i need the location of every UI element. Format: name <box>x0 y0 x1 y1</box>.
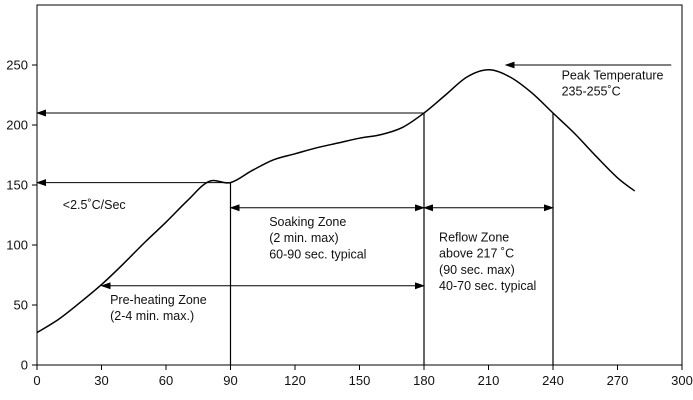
y-tick-label: 0 <box>21 358 28 373</box>
soak-label: Soaking Zone (2 min. max) 60-90 sec. typic… <box>269 215 366 261</box>
y-tick-label: 200 <box>6 118 28 133</box>
peak-label: Peak Temperature 235-255˚C <box>562 68 664 98</box>
reflow-label-line: (90 sec. max) <box>439 263 515 277</box>
zone-guide-lines <box>229 113 554 365</box>
x-tick-label: 300 <box>671 373 693 388</box>
x-tick-label: 180 <box>413 373 435 388</box>
reflow-label-line: Reflow Zone <box>439 230 509 244</box>
temperature-profile-line <box>36 69 636 334</box>
y-tick-label: 100 <box>6 238 28 253</box>
x-tick-label: 240 <box>542 373 564 388</box>
preheat-label-line: Pre-heating Zone <box>110 293 207 307</box>
peak-label-line: 235-255˚C <box>562 85 621 99</box>
axis-ticks: 0 30 60 90 120 150 180 210 240 270 300 0 50 100 150 200… <box>6 58 693 389</box>
annotation-labels: Peak Temperature 235-255˚C <2.5˚C/Sec Soaki… <box>63 68 664 323</box>
x-tick-label: 0 <box>33 373 40 388</box>
preheat-label: Pre-heating Zone (2-4 min. max.) <box>110 293 207 323</box>
reflow-label: Reflow Zone above 217 ˚C (90 sec. max) 40-7… <box>439 230 536 293</box>
soak-label-line: Soaking Zone <box>269 215 346 229</box>
x-tick-label: 90 <box>223 373 237 388</box>
ramp-label-line: <2.5˚C/Sec <box>63 198 126 212</box>
annotation-arrows <box>36 61 672 290</box>
y-tick-label: 50 <box>14 298 28 313</box>
reflow-label-line: 40-70 sec. typical <box>439 279 536 293</box>
x-tick-label: 120 <box>284 373 306 388</box>
peak-label-line: Peak Temperature <box>562 68 664 82</box>
y-tick-label: 150 <box>6 178 28 193</box>
reflow-label-line: above 217 ˚C <box>439 247 514 261</box>
y-tick-label: 250 <box>6 58 28 73</box>
ramp-label: <2.5˚C/Sec <box>63 198 126 212</box>
x-tick-label: 60 <box>159 373 173 388</box>
x-tick-label: 150 <box>349 373 371 388</box>
x-tick-label: 210 <box>478 373 500 388</box>
soak-label-line: (2 min. max) <box>269 231 338 245</box>
x-tick-label: 270 <box>607 373 629 388</box>
x-tick-label: 30 <box>94 373 108 388</box>
preheat-label-line: (2-4 min. max.) <box>110 309 194 323</box>
soak-label-line: 60-90 sec. typical <box>269 247 366 261</box>
